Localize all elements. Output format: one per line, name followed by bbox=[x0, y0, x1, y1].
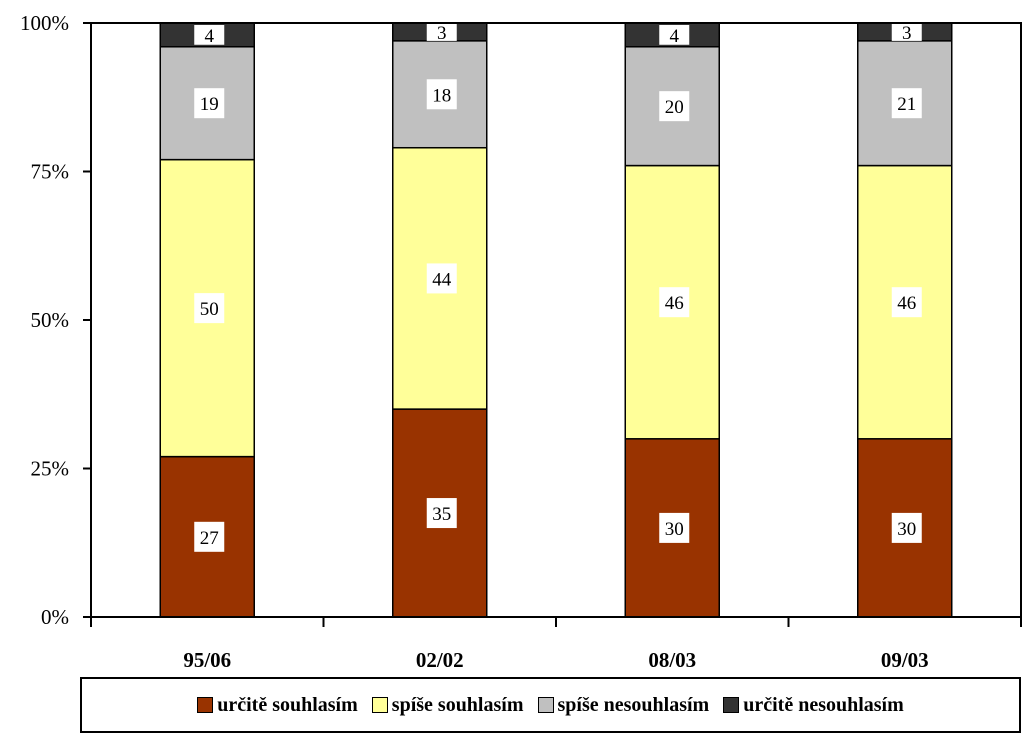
data-label-box bbox=[891, 88, 922, 119]
legend-item-spise-souhlasim: spíše souhlasím bbox=[371, 693, 524, 717]
data-label: 30 bbox=[665, 519, 684, 540]
data-label: 46 bbox=[897, 293, 916, 314]
y-tick-label: 75% bbox=[31, 160, 70, 184]
legend-swatch bbox=[197, 697, 214, 713]
legend-swatch bbox=[371, 697, 388, 713]
legend-item-urcite-nesouhlasim: určitě nesouhlasím bbox=[723, 694, 904, 717]
legend-item-spise-nesouhlasim: spíše nesouhlasím bbox=[537, 693, 710, 717]
data-label-box bbox=[659, 287, 690, 318]
data-label-box bbox=[194, 293, 225, 324]
data-label-box bbox=[659, 91, 690, 122]
data-label-box bbox=[426, 79, 457, 110]
legend-swatch bbox=[723, 697, 740, 713]
data-label-box bbox=[426, 22, 457, 41]
legend: určitě souhlasím spíše souhlasím spíše n… bbox=[80, 677, 1021, 733]
bars-group: 27 50 19 4 35 44 18 3 30 46 20 4 30 46 21 3 bbox=[159, 22, 953, 618]
x-tick-label: 02/02 bbox=[416, 648, 464, 670]
data-label-box bbox=[194, 521, 225, 552]
data-label: 30 bbox=[897, 519, 916, 540]
data-label-box bbox=[426, 498, 457, 529]
data-label: 3 bbox=[437, 23, 447, 44]
data-label: 50 bbox=[200, 299, 219, 320]
legend-label: spíše nesouhlasím bbox=[557, 693, 710, 716]
data-label-box bbox=[659, 25, 690, 45]
legend-swatch bbox=[537, 697, 554, 713]
data-label-box bbox=[891, 512, 922, 543]
data-label: 21 bbox=[897, 94, 916, 115]
legend-item-urcite-souhlasim: určitě souhlasím bbox=[197, 694, 358, 717]
stacked-bar-chart: 27 50 19 4 35 44 18 3 30 46 20 4 30 46 21 3 95/06 02/02 0… bbox=[20, 11, 1022, 670]
data-label-box bbox=[659, 512, 690, 543]
data-label-box bbox=[194, 25, 225, 45]
data-label: 44 bbox=[432, 269, 452, 290]
data-label: 19 bbox=[200, 94, 219, 115]
data-label: 20 bbox=[665, 97, 684, 118]
data-label: 3 bbox=[902, 23, 912, 44]
data-label-box bbox=[891, 287, 922, 318]
x-tick-label: 08/03 bbox=[648, 648, 696, 670]
x-tick-label: 95/06 bbox=[183, 648, 231, 670]
data-label-box bbox=[891, 22, 922, 41]
data-label: 18 bbox=[432, 85, 451, 106]
y-tick-label: 50% bbox=[31, 308, 70, 332]
y-tick-label: 100% bbox=[20, 11, 69, 35]
data-label: 4 bbox=[205, 26, 215, 47]
data-label: 35 bbox=[432, 504, 451, 525]
legend-label: spíše souhlasím bbox=[391, 693, 524, 716]
data-label: 46 bbox=[665, 293, 684, 314]
legend-label: určitě nesouhlasím bbox=[743, 693, 904, 716]
y-tick-label: 25% bbox=[31, 457, 70, 481]
y-tick-label: 0% bbox=[41, 605, 69, 629]
legend-label: určitě souhlasím bbox=[217, 693, 358, 716]
data-label-box bbox=[426, 263, 457, 294]
data-label: 27 bbox=[200, 528, 219, 549]
data-label: 4 bbox=[670, 26, 680, 47]
axes-group: 95/06 02/02 08/03 09/03 0% 25% 50% 75% 100% bbox=[20, 11, 1022, 670]
x-tick-label: 09/03 bbox=[881, 648, 929, 670]
data-label-box bbox=[194, 88, 225, 119]
